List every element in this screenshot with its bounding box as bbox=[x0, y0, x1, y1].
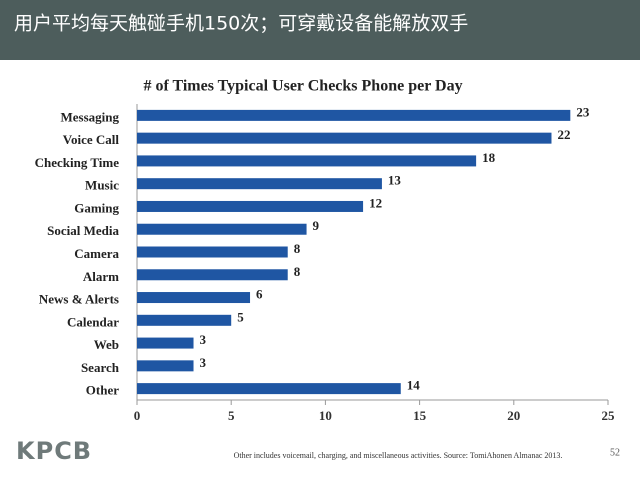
value-label: 3 bbox=[200, 332, 207, 347]
y-tick-label: Other bbox=[86, 383, 119, 398]
value-label: 23 bbox=[576, 104, 590, 119]
x-tick-label: 25 bbox=[602, 408, 616, 423]
x-tick-label: 15 bbox=[413, 408, 427, 423]
value-label: 8 bbox=[294, 264, 301, 279]
x-tick-label: 10 bbox=[319, 408, 332, 423]
value-label: 8 bbox=[294, 241, 301, 256]
y-tick-label: Calendar bbox=[67, 314, 119, 329]
bar bbox=[137, 360, 194, 372]
bar bbox=[137, 200, 364, 212]
bar bbox=[137, 269, 288, 281]
header-band bbox=[0, 0, 640, 60]
bar bbox=[137, 292, 251, 304]
x-tick-label: 20 bbox=[507, 408, 520, 423]
bar bbox=[137, 155, 477, 167]
value-label: 3 bbox=[200, 355, 207, 370]
y-tick-label: Voice Call bbox=[63, 132, 120, 147]
bar bbox=[137, 383, 401, 395]
bar bbox=[137, 246, 288, 258]
footnote: Other includes voicemail, charging, and … bbox=[234, 451, 563, 460]
bar bbox=[137, 132, 552, 144]
header-title: 用户平均每天触碰手机150次；可穿戴设备能解放双手 bbox=[14, 13, 468, 35]
y-tick-label: Gaming bbox=[74, 200, 119, 215]
y-tick-label: Alarm bbox=[83, 269, 119, 284]
value-label: 5 bbox=[237, 309, 244, 324]
y-tick-label: Checking Time bbox=[35, 155, 120, 170]
bar bbox=[137, 314, 232, 326]
y-tick-label: Music bbox=[85, 178, 119, 193]
page-number: 52 bbox=[610, 447, 620, 458]
chart-title: # of Times Typical User Checks Phone per… bbox=[143, 78, 462, 95]
y-tick-label: Social Media bbox=[47, 223, 119, 238]
value-label: 12 bbox=[369, 195, 382, 210]
value-label: 14 bbox=[407, 378, 421, 393]
y-tick-label: Search bbox=[81, 360, 120, 375]
bar bbox=[137, 223, 307, 235]
value-label: 18 bbox=[482, 150, 496, 165]
plot: 0 5 10 15 20 25 Messaging 23 Voice Call 22 Checkin… bbox=[35, 104, 615, 423]
bar bbox=[137, 337, 194, 349]
y-tick-label: Messaging bbox=[61, 109, 120, 124]
value-label: 9 bbox=[313, 218, 320, 233]
y-tick-label: Camera bbox=[74, 246, 119, 261]
y-tick-label: News & Alerts bbox=[39, 292, 119, 307]
x-tick-label: 0 bbox=[134, 408, 141, 423]
logo: KPCB bbox=[16, 437, 92, 465]
value-label: 22 bbox=[557, 127, 570, 142]
bar bbox=[137, 109, 571, 121]
value-label: 6 bbox=[256, 287, 263, 302]
value-label: 13 bbox=[388, 173, 402, 188]
bar bbox=[137, 178, 382, 190]
y-tick-label: Web bbox=[94, 337, 119, 352]
x-tick-label: 5 bbox=[228, 408, 235, 423]
